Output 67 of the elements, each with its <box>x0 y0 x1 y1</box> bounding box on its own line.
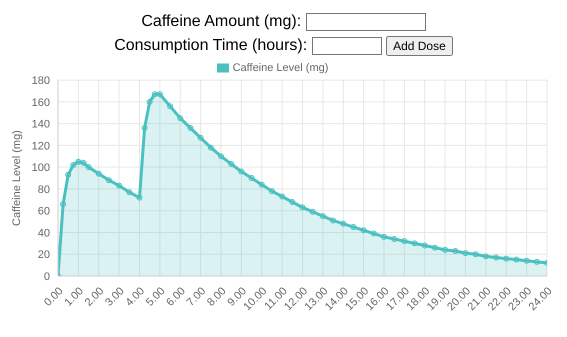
point <box>300 204 306 210</box>
point <box>142 124 148 131</box>
point <box>65 172 72 178</box>
point <box>289 198 296 205</box>
point <box>152 91 158 98</box>
point <box>340 220 346 227</box>
y-tick-label: 0 <box>44 270 50 283</box>
point <box>136 194 142 201</box>
point <box>106 177 112 184</box>
y-tick-label: 120 <box>32 140 50 152</box>
point <box>75 158 82 165</box>
point <box>513 256 520 263</box>
point <box>167 103 174 110</box>
y-tick-label: 100 <box>32 162 50 174</box>
add-dose-button: Add Dose <box>386 36 453 56</box>
point <box>268 188 275 194</box>
point <box>310 208 316 215</box>
point <box>360 227 367 234</box>
point <box>452 248 458 254</box>
point <box>534 258 540 265</box>
point <box>381 234 387 240</box>
point <box>60 201 66 208</box>
point <box>391 236 398 242</box>
y-tick-label: 180 <box>32 75 50 87</box>
point <box>228 160 234 167</box>
y-tick-label: 60 <box>38 206 50 218</box>
point <box>493 254 500 260</box>
y-axis-title: Caffeine Level (mg) <box>10 130 23 226</box>
point <box>462 250 468 256</box>
y-tick-label: 40 <box>38 227 50 240</box>
point <box>238 168 244 175</box>
text: Consumption Time (hours): <box>114 37 308 54</box>
point <box>187 124 194 131</box>
point <box>177 115 184 122</box>
point <box>370 230 377 237</box>
point <box>442 246 448 253</box>
point <box>208 144 214 151</box>
point <box>116 182 122 189</box>
point <box>432 244 438 251</box>
point <box>96 170 102 177</box>
point <box>70 162 76 168</box>
point <box>156 91 163 98</box>
point <box>330 217 336 224</box>
y-tick-label: 20 <box>38 249 50 262</box>
y-tick-label: 140 <box>32 118 50 131</box>
point <box>401 238 408 244</box>
point <box>482 253 489 260</box>
point <box>86 164 92 170</box>
point <box>524 258 530 264</box>
point <box>503 256 510 262</box>
point <box>248 175 255 182</box>
y-tick-label: 160 <box>32 96 50 109</box>
text: Caffeine Amount (mg): <box>141 13 302 30</box>
point <box>422 242 428 249</box>
point <box>126 189 132 196</box>
point <box>198 134 204 141</box>
point <box>350 224 356 230</box>
point <box>218 153 224 160</box>
point <box>279 194 286 200</box>
point <box>146 98 153 105</box>
point <box>412 240 418 246</box>
point <box>472 251 479 258</box>
y-tick-label: 80 <box>38 184 50 196</box>
legend-label: Caffeine Level (mg) <box>232 62 328 74</box>
point <box>80 160 86 166</box>
point <box>320 213 326 220</box>
point <box>258 182 265 188</box>
